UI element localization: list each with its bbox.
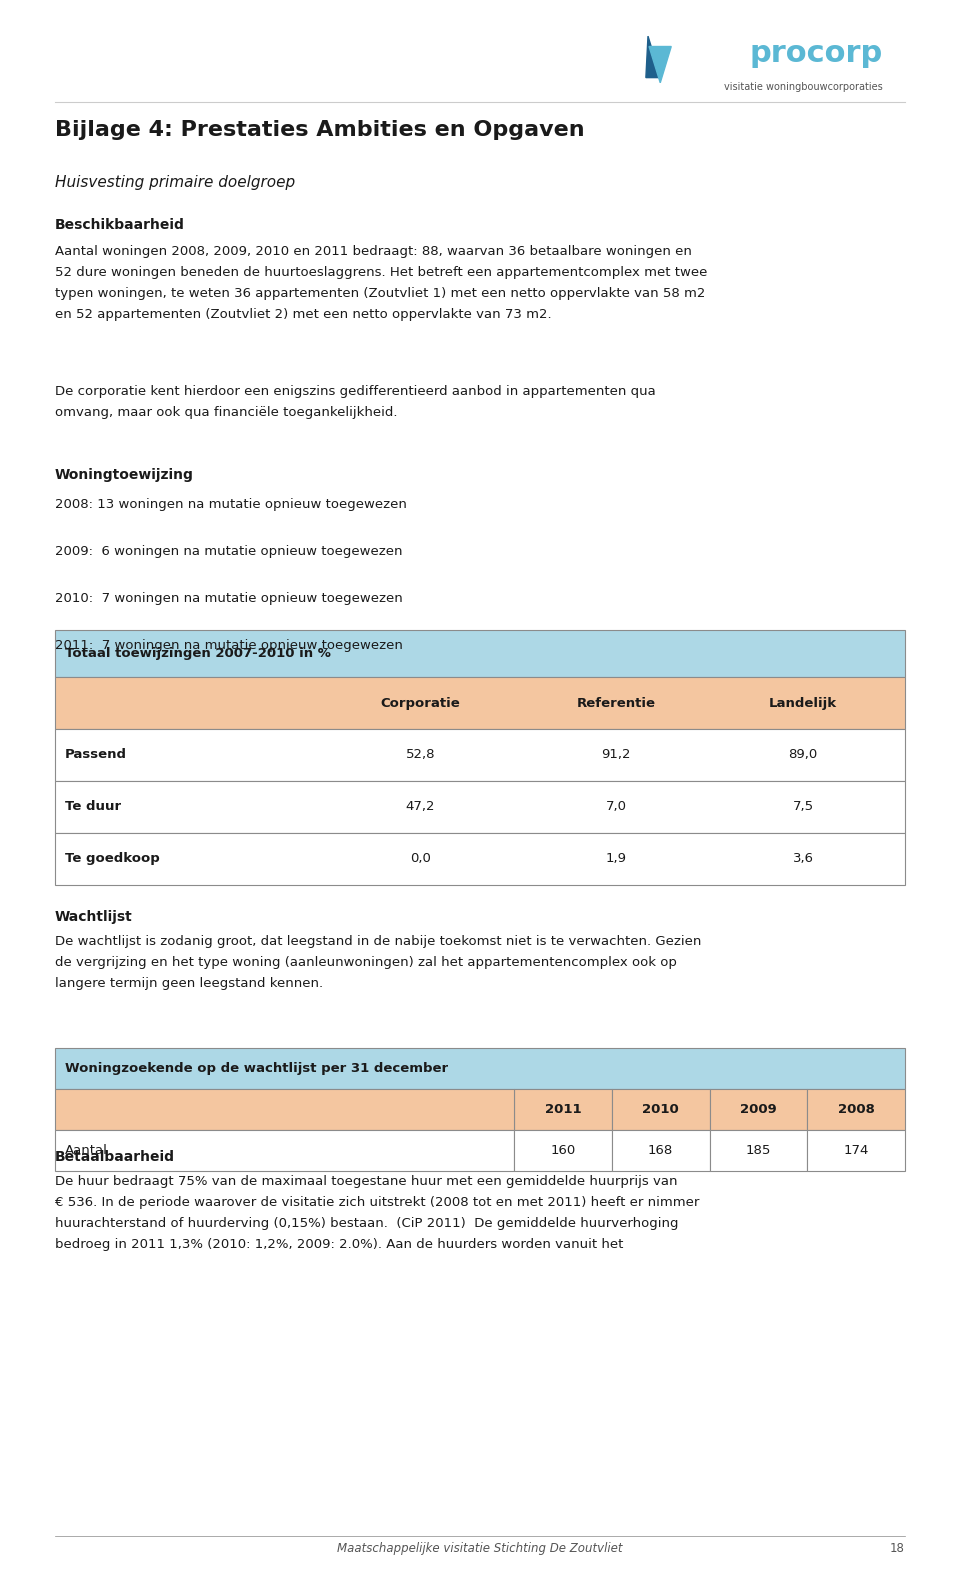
FancyBboxPatch shape — [709, 1130, 807, 1170]
Text: Passend: Passend — [64, 748, 127, 762]
Text: 185: 185 — [746, 1144, 771, 1156]
FancyBboxPatch shape — [807, 1130, 905, 1170]
Text: Maatschappelijke visitatie Stichting De Zoutvliet: Maatschappelijke visitatie Stichting De … — [337, 1543, 623, 1555]
FancyBboxPatch shape — [55, 1089, 514, 1130]
Text: 2008: 13 woningen na mutatie opnieuw toegewezen: 2008: 13 woningen na mutatie opnieuw toe… — [55, 498, 407, 511]
Text: visitatie woningbouwcorporaties: visitatie woningbouwcorporaties — [725, 82, 883, 91]
FancyBboxPatch shape — [55, 677, 905, 729]
FancyBboxPatch shape — [55, 833, 905, 884]
FancyBboxPatch shape — [612, 1130, 709, 1170]
Polygon shape — [646, 36, 660, 77]
Text: 2011:  7 woningen na mutatie opnieuw toegewezen: 2011: 7 woningen na mutatie opnieuw toeg… — [55, 639, 403, 652]
Text: Aantal woningen 2008, 2009, 2010 en 2011 bedraagt: 88, waarvan 36 betaalbare won: Aantal woningen 2008, 2009, 2010 en 2011… — [55, 245, 708, 320]
Text: Referentie: Referentie — [577, 696, 656, 710]
Text: 52,8: 52,8 — [406, 748, 435, 762]
Text: 2010:  7 woningen na mutatie opnieuw toegewezen: 2010: 7 woningen na mutatie opnieuw toeg… — [55, 592, 403, 605]
FancyBboxPatch shape — [612, 1089, 709, 1130]
Text: procorp: procorp — [750, 39, 883, 68]
Text: Woningzoekende op de wachtlijst per 31 december: Woningzoekende op de wachtlijst per 31 d… — [64, 1062, 447, 1075]
Text: Aantal: Aantal — [64, 1144, 108, 1156]
Text: 0,0: 0,0 — [410, 851, 431, 866]
Text: 2010: 2010 — [642, 1103, 679, 1115]
Text: 1,9: 1,9 — [606, 851, 627, 866]
Text: 174: 174 — [844, 1144, 869, 1156]
Text: 168: 168 — [648, 1144, 673, 1156]
Text: 7,5: 7,5 — [792, 800, 813, 814]
Text: 2009: 2009 — [740, 1103, 777, 1115]
Text: 7,0: 7,0 — [606, 800, 627, 814]
Text: Corporatie: Corporatie — [380, 696, 461, 710]
FancyBboxPatch shape — [709, 1089, 807, 1130]
Text: De corporatie kent hierdoor een enigszins gedifferentieerd aanbod in appartement: De corporatie kent hierdoor een enigszin… — [55, 385, 656, 419]
FancyBboxPatch shape — [55, 1048, 905, 1089]
Text: 3,6: 3,6 — [793, 851, 813, 866]
Text: 18: 18 — [890, 1543, 905, 1555]
Text: Beschikbaarheid: Beschikbaarheid — [55, 218, 185, 233]
Text: Bijlage 4: Prestaties Ambities en Opgaven: Bijlage 4: Prestaties Ambities en Opgave… — [55, 119, 585, 140]
Text: De wachtlijst is zodanig groot, dat leegstand in de nabije toekomst niet is te v: De wachtlijst is zodanig groot, dat leeg… — [55, 935, 702, 990]
FancyBboxPatch shape — [55, 781, 905, 833]
Text: Landelijk: Landelijk — [769, 696, 837, 710]
Text: Te duur: Te duur — [64, 800, 121, 814]
Text: De huur bedraagt 75% van de maximaal toegestane huur met een gemiddelde huurprij: De huur bedraagt 75% van de maximaal toe… — [55, 1175, 700, 1251]
Text: 2009:  6 woningen na mutatie opnieuw toegewezen: 2009: 6 woningen na mutatie opnieuw toeg… — [55, 545, 402, 558]
FancyBboxPatch shape — [55, 630, 905, 677]
FancyBboxPatch shape — [55, 729, 905, 781]
Text: Te goedkoop: Te goedkoop — [64, 851, 159, 866]
Text: 47,2: 47,2 — [406, 800, 435, 814]
FancyBboxPatch shape — [514, 1089, 612, 1130]
FancyBboxPatch shape — [514, 1130, 612, 1170]
Text: 2008: 2008 — [838, 1103, 875, 1115]
Text: Huisvesting primaire doelgroep: Huisvesting primaire doelgroep — [55, 174, 295, 190]
Text: 91,2: 91,2 — [601, 748, 631, 762]
Text: 2011: 2011 — [544, 1103, 581, 1115]
FancyBboxPatch shape — [807, 1089, 905, 1130]
Text: 89,0: 89,0 — [788, 748, 818, 762]
Text: 160: 160 — [550, 1144, 575, 1156]
Text: Wachtlijst: Wachtlijst — [55, 910, 132, 924]
Text: Totaal toewijzingen 2007-2010 in %: Totaal toewijzingen 2007-2010 in % — [64, 647, 330, 660]
Polygon shape — [649, 47, 671, 83]
FancyBboxPatch shape — [55, 1130, 514, 1170]
Text: Betaalbaarheid: Betaalbaarheid — [55, 1150, 175, 1164]
Text: Woningtoewijzing: Woningtoewijzing — [55, 468, 194, 482]
